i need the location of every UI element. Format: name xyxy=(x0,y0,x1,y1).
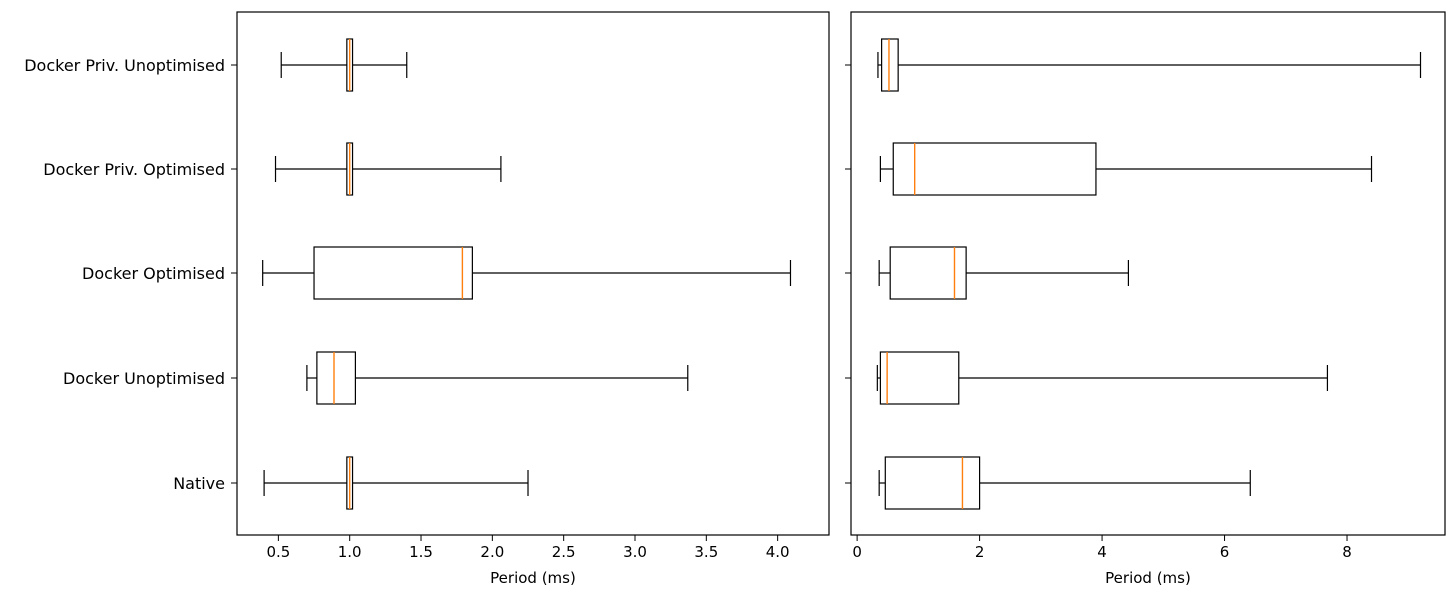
x-tick-label: 6 xyxy=(1220,543,1230,561)
left-boxes xyxy=(262,38,792,510)
x-tick-label: 1.0 xyxy=(338,543,362,561)
x-tick-label: 1.5 xyxy=(409,543,433,561)
box-native xyxy=(263,456,529,510)
box-docker-unoptimised xyxy=(876,351,1329,405)
box-docker-unoptimised xyxy=(306,351,689,405)
left-x-axis-label: Period (ms) xyxy=(490,569,576,587)
iqr-box xyxy=(889,246,967,300)
box-docker-optimised xyxy=(262,246,792,300)
iqr-box xyxy=(879,351,960,405)
x-tick-label: 0 xyxy=(852,543,862,561)
right-x-axis-label: Period (ms) xyxy=(1105,569,1191,587)
category-label: Native xyxy=(173,474,225,493)
x-tick-label: 2 xyxy=(975,543,985,561)
x-tick-label: 2.5 xyxy=(552,543,576,561)
x-tick-label: 3.0 xyxy=(623,543,647,561)
iqr-box xyxy=(313,246,473,300)
x-tick-label: 4 xyxy=(1097,543,1107,561)
box-docker-priv-optimised xyxy=(879,142,1373,196)
right-subplot: 0 2 4 6 8 Period (ms) xyxy=(845,11,1446,587)
x-tick-label: 4.0 xyxy=(766,543,790,561)
left-y-ticks: Native Docker Unoptimised Docker Optimised… xyxy=(24,56,237,493)
left-x-ticks: 0.5 1.0 1.5 2.0 2.5 3.0 3.5 4.0 xyxy=(266,535,790,561)
category-label: Docker Priv. Unoptimised xyxy=(24,56,225,75)
box-docker-priv-unoptimised xyxy=(877,38,1422,92)
box-native xyxy=(878,456,1251,510)
x-tick-label: 2.0 xyxy=(480,543,504,561)
category-label: Docker Priv. Optimised xyxy=(43,160,225,179)
x-tick-label: 3.5 xyxy=(694,543,718,561)
x-tick-label: 8 xyxy=(1342,543,1352,561)
box-docker-priv-unoptimised xyxy=(280,38,408,92)
box-docker-priv-optimised xyxy=(274,142,502,196)
right-x-ticks: 0 2 4 6 8 xyxy=(852,535,1352,561)
category-label: Docker Optimised xyxy=(82,264,225,283)
right-boxes xyxy=(876,38,1422,510)
iqr-box xyxy=(881,38,899,92)
box-docker-optimised xyxy=(878,246,1130,300)
iqr-box xyxy=(316,351,357,405)
iqr-box xyxy=(884,456,981,510)
right-y-ticks xyxy=(845,64,851,484)
category-label: Docker Unoptimised xyxy=(63,369,225,388)
iqr-box xyxy=(892,142,1097,196)
x-tick-label: 0.5 xyxy=(266,543,290,561)
left-subplot: 0.5 1.0 1.5 2.0 2.5 3.0 3.5 4.0 Native Docker Un… xyxy=(24,11,830,587)
